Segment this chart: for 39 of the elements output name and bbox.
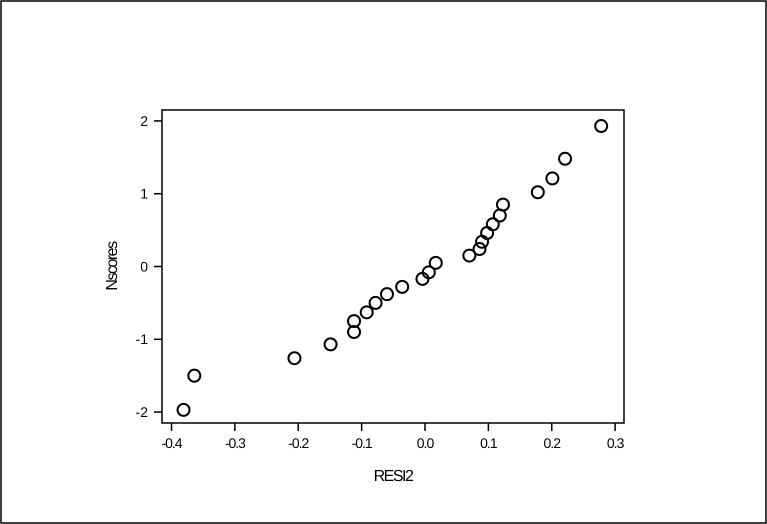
point [472, 242, 487, 256]
point [415, 272, 430, 286]
point [486, 217, 500, 232]
point [428, 256, 443, 270]
x-tick-label: -0.3 [224, 435, 246, 451]
y-tick-label: 2 [140, 112, 148, 129]
point [287, 351, 302, 366]
x-tick-label: -0.1 [352, 435, 373, 451]
y-tick-label: -1 [136, 331, 148, 348]
point [475, 234, 490, 249]
point [594, 119, 608, 134]
point [496, 198, 510, 212]
x-tick-label: -0.4 [161, 435, 183, 451]
point [176, 402, 191, 417]
point [545, 171, 560, 186]
point [480, 226, 494, 240]
point [187, 368, 202, 383]
point [360, 305, 374, 320]
y-tick-label: 1 [140, 186, 148, 202]
y-tick-label: -2 [136, 404, 148, 420]
point [462, 248, 476, 263]
point [347, 325, 362, 340]
x-tick-label: 0.2 [544, 435, 562, 451]
point [492, 208, 507, 223]
point [347, 314, 362, 328]
point [558, 152, 572, 166]
x-tick-label: 0.1 [480, 435, 498, 451]
point [395, 280, 410, 294]
point [380, 287, 394, 302]
y-tick-label: 0 [140, 258, 148, 274]
point [422, 265, 436, 280]
x-tick-label: 0.0 [416, 435, 434, 451]
point [530, 185, 545, 200]
point [324, 337, 338, 352]
x-tick-label: -0.2 [288, 435, 310, 451]
x-tick-label: 0.3 [606, 435, 625, 451]
y-axis-title: Nscores [104, 240, 121, 291]
point [368, 296, 383, 310]
x-axis-title: RESI2 [374, 468, 414, 485]
